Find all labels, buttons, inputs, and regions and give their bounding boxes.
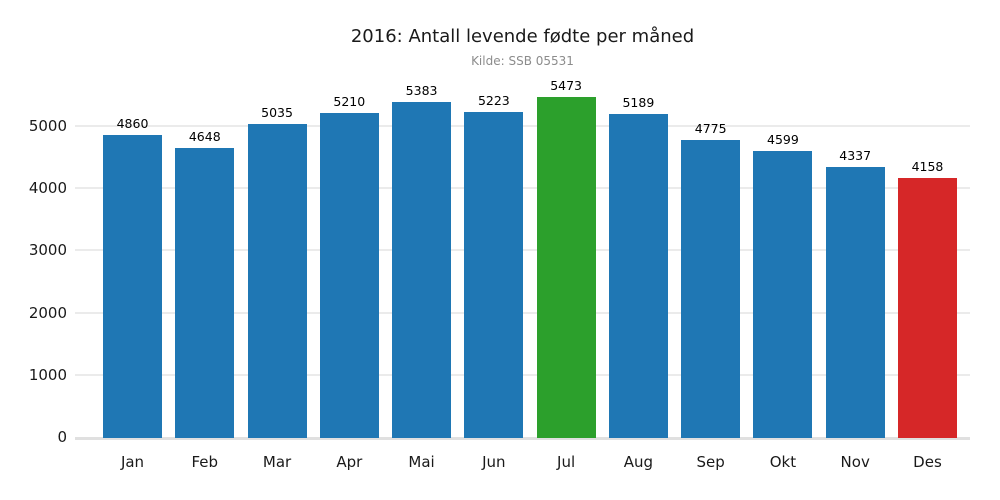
xtick-label-des: Des [913, 453, 942, 471]
bar-value-label-jan: 4860 [116, 115, 149, 131]
bar-nov [825, 167, 885, 438]
xtick-label-apr: Apr [336, 453, 363, 471]
bar-apr [319, 112, 379, 438]
bar-value-label-sep: 4775 [694, 120, 727, 136]
ytick-label-1000: 1000 [28, 365, 67, 384]
bar-value-label-nov: 4337 [839, 148, 872, 164]
xtick-label-jan: Jan [120, 453, 145, 471]
bar-okt [753, 150, 813, 438]
bar-aug [608, 114, 668, 438]
bar-value-label-aug: 5189 [622, 95, 655, 111]
x-axis-baseline [75, 437, 970, 440]
bar-value-label-apr: 5210 [333, 93, 366, 109]
bar-value-label-des: 4158 [911, 159, 944, 175]
ytick-label-0: 0 [57, 428, 67, 446]
ytick-label-5000: 5000 [28, 117, 67, 135]
bar-feb [175, 147, 235, 438]
xtick-label-feb: Feb [191, 453, 219, 471]
bar-sep [681, 139, 741, 438]
ytick-label-2000: 2000 [28, 303, 67, 322]
xtick-label-jul: Jul [557, 453, 576, 471]
bar-value-label-jun: 5223 [477, 93, 510, 109]
bar-value-label-okt: 4599 [767, 131, 799, 147]
bar-jul [536, 96, 596, 438]
xtick-label-mar: Mar [262, 453, 292, 471]
xtick-label-okt: Okt [769, 453, 797, 471]
bar-mar [247, 123, 307, 438]
xtick-label-nov: Nov [840, 453, 870, 471]
chart-title: 2016: Antall levende fødte per måned [350, 26, 695, 47]
bar-value-label-mar: 5035 [261, 104, 293, 120]
bar-value-label-jul: 5473 [550, 77, 583, 93]
xtick-label-sep: Sep [696, 453, 725, 471]
xtick-label-aug: Aug [623, 453, 654, 471]
chart-subtitle: Kilde: SSB 05531 [471, 54, 574, 68]
bar-jun [464, 112, 524, 438]
bar-jan [103, 134, 162, 438]
xtick-label-mai: Mai [408, 453, 435, 471]
bar-value-label-feb: 4648 [188, 128, 221, 144]
bar-value-label-mai: 5383 [405, 83, 438, 99]
ytick-label-4000: 4000 [28, 179, 67, 198]
xtick-label-jun: Jun [482, 453, 506, 471]
ytick-label-3000: 3000 [28, 241, 67, 260]
bar-mai [392, 102, 452, 438]
bar-des [897, 178, 957, 438]
